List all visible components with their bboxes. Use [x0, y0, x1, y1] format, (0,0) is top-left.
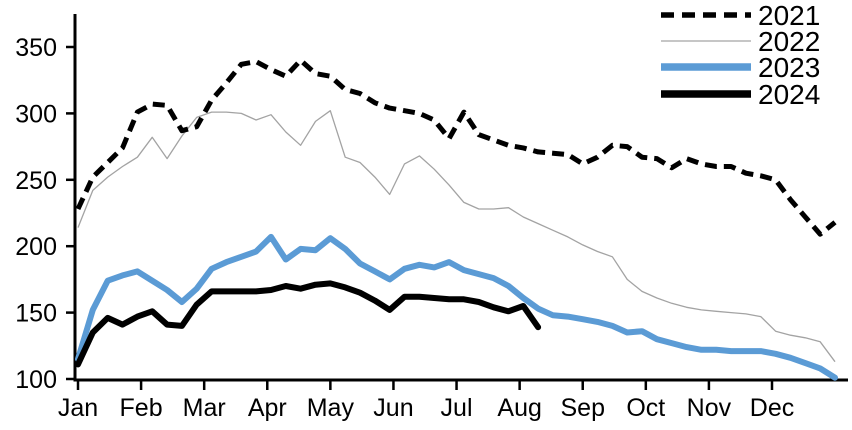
x-tick-label: Aug: [497, 394, 541, 422]
series-lines: [75, 57, 838, 381]
x-tick-label: Jan: [58, 394, 98, 422]
y-tick-label: 200: [15, 233, 57, 261]
legend-label-2024: 2024: [758, 79, 820, 110]
x-tick-label: Oct: [626, 394, 665, 422]
legend-label-2022: 2022: [758, 26, 820, 57]
legend-label-2021: 2021: [758, 0, 820, 31]
x-tick-label: Feb: [120, 394, 163, 422]
x-tick-label: Dec: [750, 394, 794, 422]
axes: 100 150 200 250 300 350 Jan Feb Mar Apr May Jun Jul A…: [15, 14, 848, 422]
y-tick-label: 150: [15, 300, 57, 328]
x-tick-label: Apr: [248, 394, 287, 422]
x-tick-label: Nov: [687, 394, 732, 422]
series-line-2021: [75, 57, 837, 237]
y-tick-label: 350: [15, 34, 57, 62]
x-tick-label: Sep: [560, 394, 604, 422]
x-tick-label: Jul: [441, 394, 473, 422]
x-tick-label: Jun: [373, 394, 413, 422]
series-line-2022: [77, 110, 836, 363]
series-line-2023: [75, 233, 838, 381]
y-tick-label: 300: [15, 100, 57, 128]
series-line-2024: [75, 280, 542, 368]
y-tick-label: 250: [15, 167, 57, 195]
x-tick-label: May: [307, 394, 355, 422]
y-tick-label: 100: [15, 366, 57, 394]
legend-label-2023: 2023: [758, 52, 820, 83]
x-tick-label: Mar: [183, 394, 226, 422]
